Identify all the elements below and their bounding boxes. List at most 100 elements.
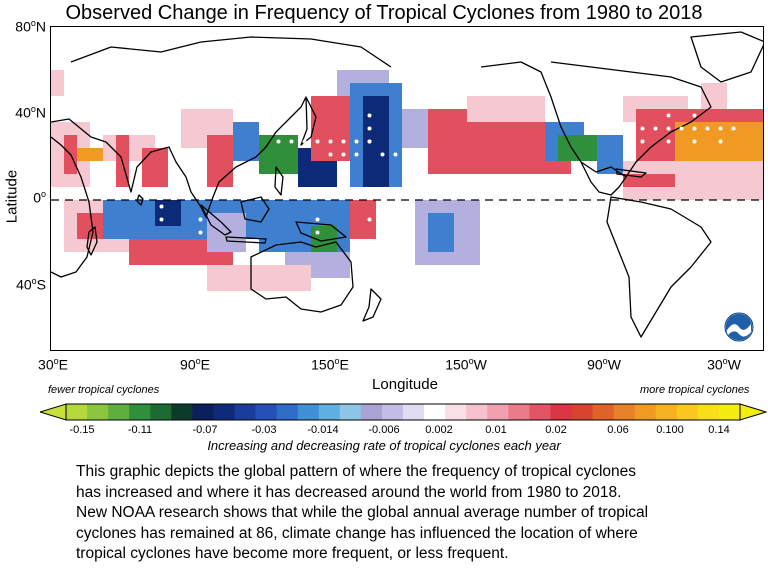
degree-o: o bbox=[334, 356, 340, 366]
coastline-north-america bbox=[480, 61, 712, 178]
degree-o: o bbox=[40, 189, 46, 199]
coastline-asia-north bbox=[70, 36, 392, 68]
description-line: cyclones has remained at 86, climate cha… bbox=[76, 524, 638, 542]
y-tick-80N: 80oN bbox=[0, 18, 46, 35]
heat-cell bbox=[428, 213, 454, 252]
colorbar-swatch bbox=[508, 404, 530, 420]
chart-title: Observed Change in Frequency of Tropical… bbox=[65, 2, 703, 24]
colorbar-swatch bbox=[676, 404, 699, 420]
significance-dot bbox=[120, 87, 125, 92]
heat-cell bbox=[233, 122, 259, 161]
heat-cell bbox=[363, 96, 389, 187]
y-tick-value: 0 bbox=[33, 189, 41, 206]
colorbar-swatch bbox=[403, 404, 425, 420]
coastline-gulf-central-america bbox=[580, 161, 627, 196]
colorbar-swatch bbox=[297, 404, 320, 420]
significance-dot bbox=[640, 139, 645, 144]
x-tick-unit: W bbox=[607, 356, 621, 373]
noaa-logo bbox=[724, 312, 754, 342]
heat-cell bbox=[207, 213, 246, 252]
degree-o: o bbox=[722, 356, 728, 366]
significance-dot bbox=[159, 191, 164, 196]
colorbar-segments bbox=[40, 403, 768, 421]
significance-dot bbox=[393, 152, 398, 157]
significance-dot bbox=[367, 126, 372, 131]
y-tick-value: 80 bbox=[15, 18, 31, 35]
heat-cell bbox=[350, 200, 376, 239]
colorbar-swatch bbox=[150, 404, 172, 420]
colorbar-right-note: more tropical cyclones bbox=[640, 384, 750, 396]
coastline-south-america bbox=[606, 196, 712, 338]
heat-cell bbox=[207, 265, 311, 291]
colorbar-swatch bbox=[634, 404, 657, 420]
significance-dot bbox=[328, 139, 333, 144]
coastline-arabia-india bbox=[51, 118, 187, 193]
colorbar-tick: 0.01 bbox=[485, 424, 507, 436]
coastline-new-zealand bbox=[362, 288, 382, 322]
coastline-greenland bbox=[690, 31, 763, 83]
description: This graphic depicts the global pattern … bbox=[76, 462, 746, 565]
x-tick-30W: 30oW bbox=[694, 356, 754, 373]
heat-cell bbox=[428, 109, 467, 174]
colorbar-tick: -0.15 bbox=[69, 424, 95, 436]
x-tick-value: 90 bbox=[587, 356, 603, 373]
significance-dot bbox=[315, 139, 320, 144]
coastline-borneo bbox=[240, 196, 270, 223]
significance-dot bbox=[692, 139, 697, 144]
significance-dot bbox=[367, 113, 372, 118]
colorbar-tick: 0.02 bbox=[545, 424, 567, 436]
map-panel bbox=[50, 26, 764, 351]
degree-o: o bbox=[468, 356, 474, 366]
heat-cell bbox=[207, 135, 233, 187]
coastline-cuba bbox=[615, 168, 647, 178]
y-tick-0: 0o bbox=[0, 189, 46, 206]
coastline-sumatra bbox=[200, 204, 232, 236]
colorbar-tick: 0.14 bbox=[708, 424, 730, 436]
heat-cell bbox=[597, 135, 623, 174]
significance-dot bbox=[614, 113, 619, 118]
colorbar-tick: -0.11 bbox=[127, 424, 153, 436]
significance-dot bbox=[198, 230, 203, 235]
colorbar-swatch bbox=[129, 404, 151, 420]
colorbar-tick: 0.06 bbox=[607, 424, 629, 436]
significance-dot bbox=[315, 217, 320, 222]
colorbar-swatch bbox=[360, 404, 383, 420]
significance-dot bbox=[133, 87, 138, 92]
significance-dot bbox=[380, 152, 385, 157]
colorbar-left-note: fewer tropical cyclones bbox=[48, 384, 160, 396]
colorbar-swatch bbox=[424, 404, 446, 420]
description-line: This graphic depicts the global pattern … bbox=[76, 463, 637, 480]
degree-o: o bbox=[30, 18, 36, 28]
y-tick-unit: N bbox=[35, 18, 46, 35]
colorbar-swatch bbox=[108, 404, 130, 420]
coastlines bbox=[51, 31, 763, 338]
coastline-new-guinea bbox=[295, 221, 347, 242]
significance-dot bbox=[705, 126, 710, 131]
coastline-philippines bbox=[274, 166, 284, 196]
x-tick-unit: E bbox=[58, 356, 68, 373]
significance-dot bbox=[354, 152, 359, 157]
y-tick-value: 40 bbox=[16, 276, 32, 293]
colorbar-swatch bbox=[445, 404, 467, 420]
y-tick-40S: 40oS bbox=[0, 276, 46, 293]
significance-dot bbox=[666, 139, 671, 144]
degree-o: o bbox=[53, 356, 59, 366]
colorbar-tick: 0.100 bbox=[656, 424, 684, 436]
significance-dot bbox=[133, 74, 138, 79]
colorbar bbox=[40, 403, 768, 421]
colorbar-caption: Increasing and decreasing rate of tropic… bbox=[207, 438, 561, 453]
significance-dot bbox=[718, 126, 723, 131]
x-tick-value: 30 bbox=[38, 356, 54, 373]
x-tick-value: 150 bbox=[311, 356, 335, 373]
colorbar-swatch bbox=[255, 404, 278, 420]
significance-dot bbox=[731, 126, 736, 131]
colorbar-swatch bbox=[234, 404, 256, 420]
colorbar-swatch bbox=[381, 404, 404, 420]
colorbar-swatch bbox=[655, 404, 678, 420]
colorbar-swatch bbox=[592, 404, 615, 420]
coastline-java bbox=[225, 236, 267, 244]
coastline-africa bbox=[51, 136, 94, 278]
description-line: has increased and where it has decreased… bbox=[76, 483, 622, 501]
x-tick-value: 90 bbox=[180, 356, 196, 373]
colorbar-left-arrow bbox=[40, 403, 67, 421]
